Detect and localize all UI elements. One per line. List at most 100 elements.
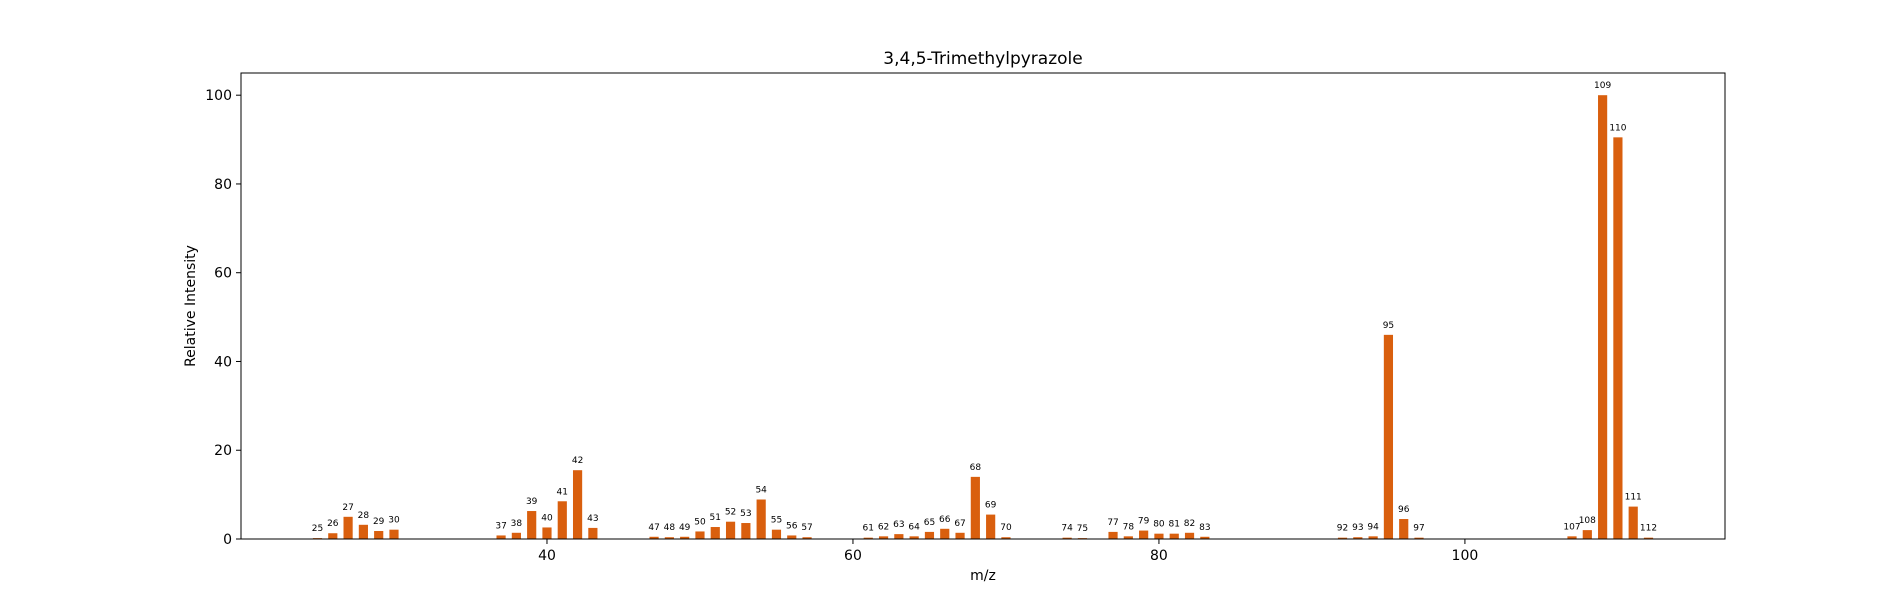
bar-mz-39	[527, 511, 537, 539]
bar-mz-47	[649, 536, 659, 539]
bar-label-mz-38: 38	[511, 519, 523, 529]
bar-mz-49	[680, 536, 690, 539]
bar-label-mz-42: 42	[572, 456, 583, 466]
bar-label-mz-112: 112	[1640, 524, 1657, 534]
bar-label-mz-25: 25	[312, 524, 323, 534]
bar-mz-29	[374, 531, 384, 539]
bar-label-mz-41: 41	[557, 487, 568, 497]
bar-mz-112	[1643, 537, 1654, 539]
bar-label-mz-26: 26	[327, 519, 339, 529]
bar-label-mz-77: 77	[1107, 518, 1118, 528]
y-axis-label: Relative Intensity	[183, 245, 199, 367]
bar-label-mz-68: 68	[970, 463, 982, 473]
bar-mz-40	[542, 527, 552, 539]
bar-mz-48	[664, 537, 674, 539]
bar-mz-109	[1598, 95, 1608, 539]
bar-mz-81	[1169, 533, 1179, 539]
bar-mz-63	[894, 534, 904, 539]
plot-frame	[240, 72, 1726, 540]
bar-label-mz-53: 53	[740, 509, 751, 519]
bar-mz-68	[970, 476, 980, 539]
y-tick-label-40: 40	[214, 354, 232, 370]
x-axis-label: m/z	[970, 568, 996, 584]
bar-mz-80	[1154, 533, 1164, 539]
bar-label-mz-74: 74	[1061, 524, 1073, 534]
bar-label-mz-81: 81	[1169, 520, 1180, 530]
bar-mz-43	[588, 527, 598, 539]
bar-mz-37	[496, 535, 506, 539]
bar-mz-57	[802, 537, 812, 539]
bar-mz-27	[343, 516, 353, 539]
y-tick-label-20: 20	[214, 443, 232, 459]
bar-label-mz-107: 107	[1563, 522, 1580, 532]
bar-mz-74	[1062, 537, 1072, 539]
bar-label-mz-83: 83	[1199, 523, 1210, 533]
bar-label-mz-50: 50	[694, 517, 706, 527]
bar-mz-96	[1399, 519, 1409, 539]
bar-label-mz-69: 69	[985, 501, 997, 511]
bar-mz-42	[572, 470, 583, 539]
bar-mz-50	[695, 531, 705, 539]
bar-label-mz-67: 67	[954, 519, 965, 529]
bar-label-mz-108: 108	[1579, 516, 1596, 526]
x-tick-label-60: 60	[844, 548, 862, 564]
bar-mz-52	[725, 521, 736, 539]
y-tick-label-100: 100	[205, 88, 232, 104]
bar-mz-83	[1200, 536, 1210, 539]
x-tick-label-100: 100	[1452, 548, 1479, 564]
bar-label-mz-43: 43	[587, 514, 598, 524]
bar-label-mz-51: 51	[710, 513, 721, 523]
bar-label-mz-52: 52	[725, 508, 736, 518]
bar-label-mz-55: 55	[771, 516, 782, 526]
bar-mz-38	[511, 532, 521, 539]
bar-label-mz-109: 109	[1594, 81, 1611, 91]
chart-title: 3,4,5-Trimethylpyrazole	[883, 49, 1082, 69]
bar-label-mz-78: 78	[1123, 522, 1135, 532]
bar-mz-61	[863, 537, 873, 539]
bar-mz-51	[710, 527, 720, 539]
bar-label-mz-40: 40	[541, 513, 553, 523]
bar-mz-107	[1567, 536, 1577, 539]
bar-label-mz-97: 97	[1413, 524, 1424, 534]
y-tick-label-60: 60	[214, 266, 232, 282]
bar-label-mz-75: 75	[1077, 524, 1088, 534]
bar-mz-92	[1337, 537, 1348, 539]
bar-label-mz-37: 37	[495, 521, 506, 531]
bar-label-mz-61: 61	[863, 524, 874, 534]
bar-mz-28	[358, 524, 368, 539]
bar-label-mz-92: 92	[1337, 524, 1348, 534]
bar-mz-95	[1383, 334, 1394, 539]
bar-mz-41	[557, 501, 567, 539]
x-tick-label-40: 40	[538, 548, 556, 564]
bar-label-mz-49: 49	[679, 523, 691, 533]
bar-label-mz-29: 29	[373, 517, 385, 527]
bar-mz-26	[328, 533, 338, 539]
bar-mz-65	[924, 531, 935, 539]
bar-mz-70	[1001, 537, 1011, 539]
bar-mz-64	[909, 536, 919, 539]
bar-mz-77	[1108, 531, 1118, 539]
bar-mz-62	[878, 536, 889, 539]
bar-mz-67	[955, 532, 965, 539]
bar-label-mz-110: 110	[1609, 123, 1626, 133]
bar-mz-111	[1628, 506, 1638, 539]
bar-mz-82	[1184, 532, 1195, 539]
bar-mz-55	[771, 529, 782, 539]
bar-label-mz-39: 39	[526, 497, 538, 507]
bar-label-mz-80: 80	[1153, 520, 1165, 530]
bar-label-mz-95: 95	[1383, 321, 1394, 331]
bar-label-mz-27: 27	[342, 503, 353, 513]
bar-label-mz-94: 94	[1367, 522, 1379, 532]
bar-mz-93	[1353, 537, 1363, 539]
bar-label-mz-56: 56	[786, 521, 798, 531]
bar-label-mz-70: 70	[1000, 523, 1012, 533]
bar-label-mz-48: 48	[664, 523, 676, 533]
bar-mz-94	[1368, 536, 1378, 539]
bar-mz-54	[756, 499, 766, 539]
bar-mz-110	[1613, 137, 1623, 539]
bar-label-mz-66: 66	[939, 515, 951, 525]
bar-mz-108	[1582, 530, 1592, 539]
y-tick-label-80: 80	[214, 177, 232, 193]
